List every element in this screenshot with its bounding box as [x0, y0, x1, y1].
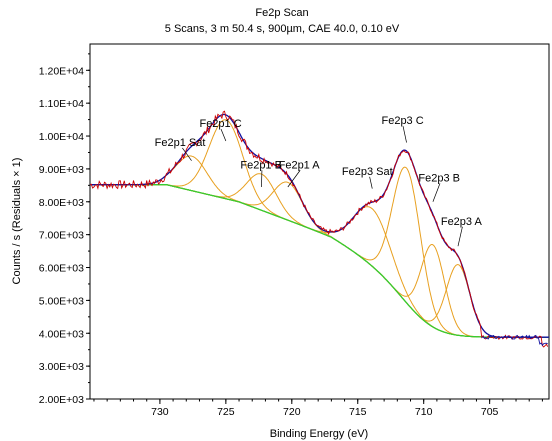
- y-tick-label: 8.00E+03: [39, 197, 84, 209]
- peak-label: Fe2p1 A: [279, 159, 321, 171]
- plot-frame: [89, 43, 550, 400]
- peak-label-leader: [220, 129, 227, 142]
- chart-subtitle: 5 Scans, 3 m 50.4 s, 900µm, CAE 40.0, 0.…: [165, 23, 400, 35]
- y-tick-label: 1.00E+04: [39, 131, 84, 143]
- x-tick-label: 730: [151, 406, 169, 418]
- y-tick-label: 9.00E+03: [39, 164, 84, 176]
- peak-label-leader: [432, 183, 441, 202]
- peak-label: Fe2p3 B: [418, 172, 460, 184]
- peak-label-leader: [369, 176, 373, 189]
- peak-label-leader: [182, 147, 192, 161]
- y-axis: 2.00E+03 3.00E+03 4.00E+03 5.00E+03 6.00E+03…: [39, 53, 90, 406]
- peak-label-leader: [402, 126, 407, 143]
- curves-layer: [90, 110, 549, 348]
- y-tick-label: 5.00E+03: [39, 295, 84, 307]
- y-tick-label: 1.20E+04: [39, 65, 84, 77]
- raw-data-line: [90, 110, 549, 348]
- y-tick-label: 6.00E+03: [39, 263, 84, 275]
- y-tick-label: 7.00E+03: [39, 230, 84, 242]
- y-tick-label: 1.10E+04: [39, 98, 84, 110]
- x-tick-label: 715: [349, 406, 367, 418]
- peak-label: Fe2p1 C: [199, 118, 241, 130]
- x-axis: 730 725 720 715 710 705: [93, 399, 543, 418]
- x-tick-label: 710: [415, 406, 433, 418]
- peak-label: Fe2p1 Sat: [155, 137, 206, 149]
- y-tick-label: 2.00E+03: [39, 394, 84, 406]
- peak-label-leader: [287, 170, 301, 188]
- peak-label: Fe2p3 Sat: [342, 166, 393, 178]
- x-axis-label: Binding Energy (eV): [270, 428, 368, 440]
- peak-label-leader: [457, 226, 463, 247]
- peak-label: Fe2p3 A: [441, 216, 483, 228]
- y-tick-label: 4.00E+03: [39, 328, 84, 340]
- chart-title: Fe2p Scan: [255, 7, 308, 19]
- peak-label: Fe2p1 B: [240, 159, 282, 171]
- y-tick-label: 3.00E+03: [39, 361, 84, 373]
- x-tick-label: 720: [283, 406, 301, 418]
- x-tick-label: 725: [217, 406, 235, 418]
- background-line: [90, 184, 549, 338]
- x-tick-label: 705: [481, 406, 499, 418]
- y-axis-label: Counts / s (Residuals × 1): [11, 158, 23, 285]
- peak-label: Fe2p3 C: [381, 115, 423, 127]
- raw-tail-line: [481, 334, 548, 347]
